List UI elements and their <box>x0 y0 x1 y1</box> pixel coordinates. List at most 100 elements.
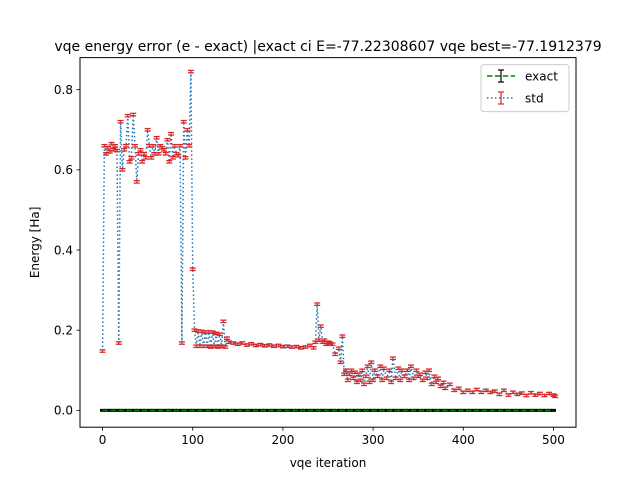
data-point <box>220 319 227 324</box>
data-point <box>435 376 442 381</box>
y-tick-label: 0.8 <box>54 83 73 97</box>
data-point <box>341 372 348 377</box>
data-point <box>389 356 396 361</box>
data-point <box>487 390 494 395</box>
data-point <box>404 368 411 373</box>
data-point <box>178 341 185 345</box>
x-tick-label: 400 <box>452 433 475 447</box>
data-point <box>135 151 142 156</box>
data-point <box>130 112 137 117</box>
data-point <box>350 376 357 381</box>
data-point <box>455 386 462 391</box>
data-point <box>128 155 135 160</box>
data-point <box>110 147 117 152</box>
data-point <box>155 151 162 156</box>
data-point <box>407 364 414 369</box>
data-point <box>207 345 214 349</box>
data-point <box>218 344 225 349</box>
data-point <box>117 119 124 124</box>
data-point <box>257 342 264 347</box>
legend-entry-std: std <box>487 91 544 106</box>
data-point <box>357 378 364 383</box>
data-point <box>433 380 440 385</box>
data-point <box>209 330 216 335</box>
data-point <box>416 372 423 377</box>
y-tick-label: 0.2 <box>54 323 73 337</box>
data-point <box>113 148 120 153</box>
data-point <box>189 267 196 272</box>
data-point <box>252 343 259 348</box>
data-point <box>359 368 366 373</box>
data-point <box>124 113 131 118</box>
data-point <box>270 344 277 349</box>
data-point <box>186 143 193 148</box>
data-point <box>211 344 218 349</box>
data-point <box>182 155 189 160</box>
data-point <box>383 376 390 381</box>
data-point <box>545 391 552 396</box>
data-point <box>248 341 255 346</box>
data-point <box>133 180 140 184</box>
data-point <box>401 374 408 379</box>
data-point <box>261 343 268 348</box>
data-point <box>104 145 111 150</box>
data-point <box>184 127 191 132</box>
legend-entry-exact: exact <box>487 69 558 84</box>
y-axis-ticks: 0.0 0.2 0.4 0.6 0.8 <box>54 83 80 418</box>
series-std <box>99 69 559 399</box>
data-point <box>496 392 503 397</box>
plot-area <box>99 69 559 412</box>
data-point <box>346 372 353 377</box>
data-point <box>339 334 346 339</box>
data-point <box>150 143 157 148</box>
data-point <box>413 368 420 373</box>
data-point <box>222 345 229 349</box>
data-point <box>141 151 148 156</box>
data-point <box>132 143 139 148</box>
x-tick-label: 0 <box>99 433 107 447</box>
data-point <box>532 393 539 397</box>
data-point <box>144 127 151 132</box>
data-point <box>344 378 351 383</box>
y-tick-label: 0.0 <box>54 404 73 418</box>
data-point <box>368 360 375 365</box>
data-point <box>162 151 169 156</box>
x-tick-label: 500 <box>542 433 565 447</box>
x-axis-ticks: 0 100 200 300 400 500 <box>99 427 565 447</box>
data-point <box>442 386 449 391</box>
data-point <box>398 368 405 373</box>
data-point <box>121 147 128 152</box>
data-point <box>214 345 221 349</box>
data-point <box>440 380 447 385</box>
data-point <box>225 340 232 345</box>
data-point <box>204 344 211 349</box>
data-point <box>177 143 184 148</box>
data-point <box>126 159 133 164</box>
data-point <box>297 345 304 350</box>
data-point <box>148 155 155 160</box>
data-point <box>275 343 282 348</box>
data-point <box>99 349 106 353</box>
data-point <box>153 135 160 140</box>
data-point <box>364 364 371 369</box>
data-point <box>119 167 126 172</box>
data-point <box>115 341 122 345</box>
data-point <box>191 328 198 333</box>
data-point <box>362 374 369 379</box>
data-point <box>424 376 431 381</box>
chart-title: vqe energy error (e - exact) |exact ci E… <box>54 39 601 55</box>
data-point <box>198 329 205 334</box>
data-point <box>446 382 453 387</box>
data-point <box>386 368 393 373</box>
data-point <box>122 143 129 148</box>
data-point <box>302 345 309 349</box>
data-point <box>284 344 291 349</box>
data-point <box>112 143 119 148</box>
data-point <box>171 143 178 148</box>
legend-label-exact: exact <box>525 70 558 84</box>
axes-frame <box>79 57 577 428</box>
y-axis-label: Energy [Ha] <box>28 207 42 279</box>
data-point <box>335 346 342 351</box>
data-point <box>169 155 176 160</box>
